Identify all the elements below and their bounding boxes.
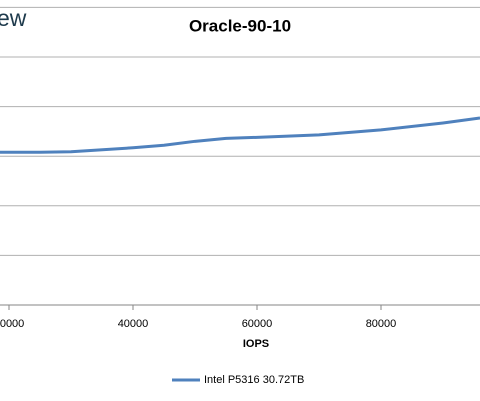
chart-title: Oracle-90-10 [189, 16, 291, 35]
data-line [0, 116, 480, 154]
logo: ew [0, 5, 27, 31]
legend-label: Intel P5316 30.72TB [204, 374, 304, 386]
x-axis-label: IOPS [243, 338, 269, 350]
x-tick-label: 20000 [0, 318, 24, 330]
x-tick-label: 80000 [366, 318, 397, 330]
x-tick-label: 40000 [118, 318, 149, 330]
x-tick-label: 60000 [242, 318, 273, 330]
